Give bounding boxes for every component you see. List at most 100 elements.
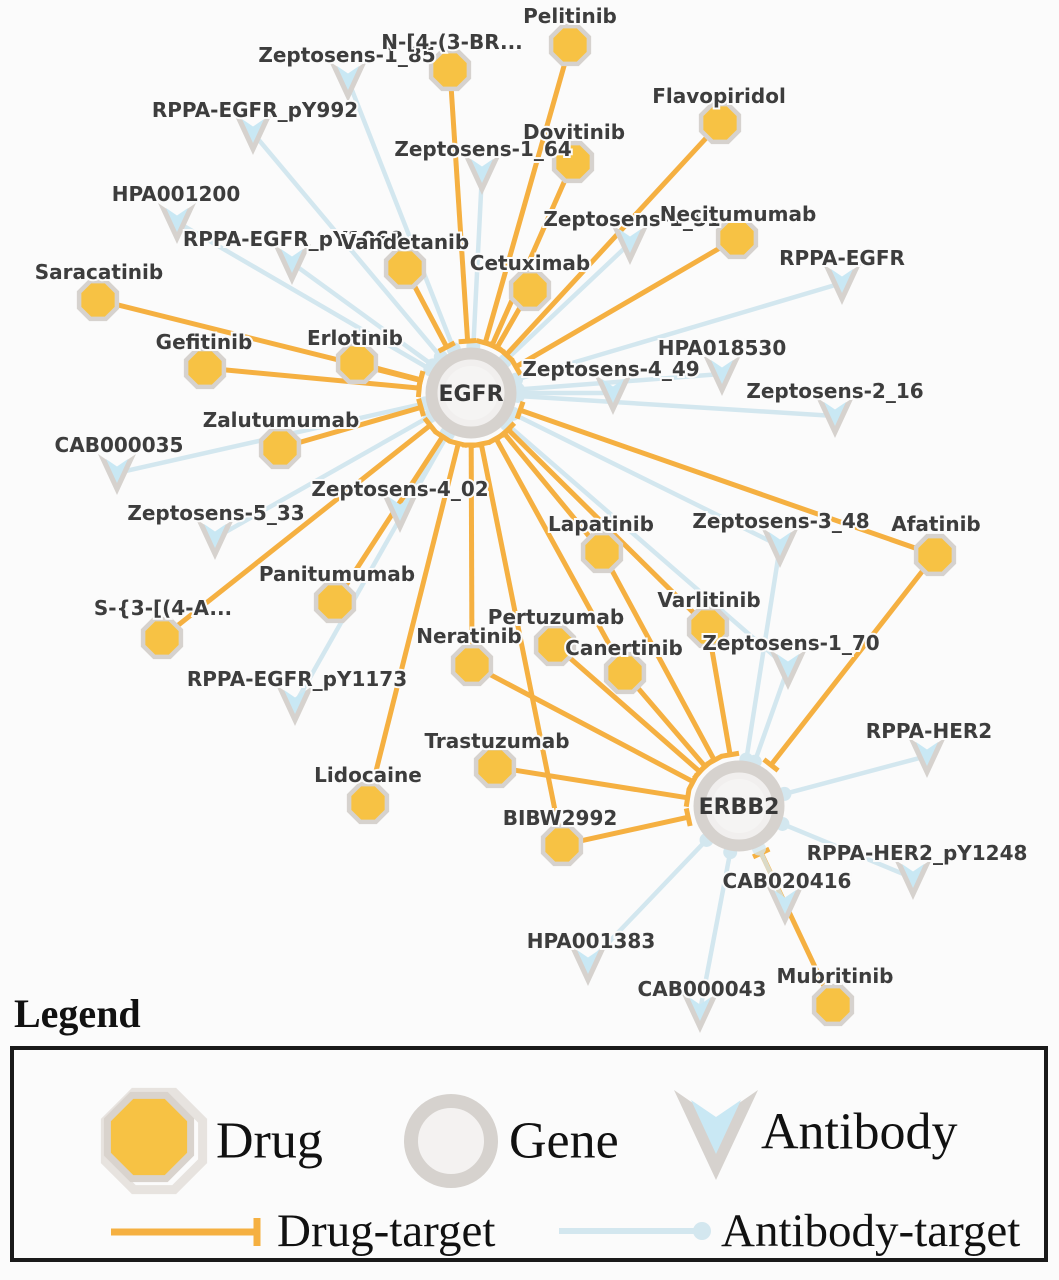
edge-trastuzumab-erbb2 bbox=[514, 767, 692, 808]
node-label-zalutumumab: Zalutumumab bbox=[203, 408, 360, 432]
drug-node-saracatinib bbox=[76, 278, 120, 322]
edge-varlitinib-egfr bbox=[499, 421, 696, 615]
node-label-flavopiridol: Flavopiridol bbox=[652, 84, 786, 108]
legend-gene-label: Gene bbox=[509, 1112, 619, 1170]
node-label-n-4-3-br: N-[4-(3-BR... bbox=[381, 30, 523, 54]
node-label-dovitinib: Dovitinib bbox=[523, 120, 625, 144]
drug-node-neratinib bbox=[450, 643, 494, 687]
layer-nodes bbox=[76, 23, 957, 1033]
node-label-lidocaine: Lidocaine bbox=[314, 763, 422, 787]
antibody-node-rppa-egfr-py1173 bbox=[276, 685, 314, 726]
edge-cetuximab-egfr bbox=[487, 306, 523, 355]
edge-bibw2992-egfr bbox=[471, 439, 561, 826]
edge-afatinib-egfr bbox=[514, 400, 917, 551]
drug-node-afatinib bbox=[913, 533, 957, 577]
drug-node-gefitinib bbox=[183, 346, 227, 390]
node-label-zeptosens-1-51: Zeptosens-1_51 bbox=[543, 207, 720, 231]
edge-s-3-4-a-egfr bbox=[176, 416, 438, 628]
edge-flavopiridol-egfr bbox=[497, 136, 709, 363]
gene-node-erbb2 bbox=[693, 760, 785, 852]
antibody-node-hpa001200 bbox=[158, 203, 196, 244]
node-label-hpa018530: HPA018530 bbox=[658, 336, 787, 360]
node-label-s-3-4-a: S-{3-[(4-A... bbox=[94, 596, 232, 620]
node-label-cetuximab: Cetuximab bbox=[470, 251, 590, 275]
legend-box: Drug Gene Antibody Drug-target Antibody-… bbox=[10, 1046, 1048, 1262]
drug-node-zalutumumab bbox=[258, 426, 302, 470]
node-label-zeptosens-4-49: Zeptosens-4_49 bbox=[522, 357, 699, 381]
node-label-gefitinib: Gefitinib bbox=[156, 330, 253, 354]
node-label-cab000035: CAB000035 bbox=[55, 433, 184, 457]
edge-erlotinib-egfr bbox=[375, 365, 426, 390]
node-label-necitumumab: Necitumumab bbox=[660, 202, 817, 226]
node-label-canertinib: Canertinib bbox=[565, 636, 683, 660]
antibody-node-cab000035 bbox=[98, 454, 136, 495]
drug-node-flavopiridol bbox=[698, 101, 742, 145]
drug-node-necitumumab bbox=[715, 216, 759, 260]
legend-title: Legend bbox=[14, 991, 141, 1036]
node-label-lapatinib: Lapatinib bbox=[548, 512, 654, 536]
legend-drug-target-label: Drug-target bbox=[277, 1205, 496, 1257]
gene-label-erbb2: ERBB2 bbox=[699, 795, 780, 820]
drug-node-bibw2992 bbox=[540, 823, 584, 867]
antibody-node-cab020416 bbox=[766, 885, 804, 926]
antibody-node-zeptosens-4-49 bbox=[594, 374, 632, 415]
node-label-vandetanib: Vandetanib bbox=[341, 230, 469, 254]
node-label-pelitinib: Pelitinib bbox=[523, 4, 617, 28]
antibody-target-edge-icon bbox=[559, 1222, 711, 1240]
node-label-zeptosens-2-16: Zeptosens-2_16 bbox=[746, 379, 923, 403]
antibody-node-zeptosens-1-85 bbox=[329, 61, 367, 102]
node-label-panitumumab: Panitumumab bbox=[259, 562, 415, 586]
edge-n-4-3-br-egfr bbox=[448, 89, 477, 345]
edge-afatinib-erbb2 bbox=[762, 569, 925, 773]
drug-node-erlotinib bbox=[335, 341, 379, 385]
node-label-bibw2992: BIBW2992 bbox=[503, 806, 618, 830]
node-label-rppa-her2: RPPA-HER2 bbox=[866, 719, 992, 743]
drug-node-canertinib bbox=[603, 651, 647, 695]
node-label-saracatinib: Saracatinib bbox=[35, 260, 163, 284]
drug-node-icon bbox=[100, 1087, 208, 1195]
drug-node-varlitinib bbox=[686, 605, 730, 649]
node-label-cab000043: CAB000043 bbox=[638, 977, 767, 1001]
layer-labels: Zeptosens-1_85 RPPA-EGFR_pY992 HPA001200 RP… bbox=[33, 2, 1030, 1003]
node-label-rppa-egfr-py992: RPPA-EGFR_pY992 bbox=[152, 98, 358, 122]
drug-node-n-4-3-br bbox=[428, 48, 472, 92]
antibody-node-zeptosens-3-48 bbox=[761, 527, 799, 568]
node-label-trastuzumab: Trastuzumab bbox=[424, 729, 569, 753]
node-label-zeptosens-5-33: Zeptosens-5_33 bbox=[127, 501, 304, 525]
gene-node-egfr bbox=[425, 347, 517, 439]
edge-varlitinib-erbb2 bbox=[708, 646, 740, 759]
drug-node-vandetanib bbox=[383, 246, 427, 290]
node-label-afatinib: Afatinib bbox=[891, 512, 981, 536]
antibody-node-hpa018530 bbox=[703, 355, 741, 396]
drug-node-dovitinib bbox=[551, 140, 595, 184]
drug-node-lidocaine bbox=[346, 781, 390, 825]
node-label-hpa001383: HPA001383 bbox=[527, 929, 656, 953]
antibody-node-cab000043 bbox=[681, 992, 719, 1033]
node-label-rppa-egfr-py1068: RPPA-EGFR_pY1068 bbox=[183, 227, 403, 251]
drug-node-s-3-4-a bbox=[140, 616, 184, 660]
antibody-node-icon bbox=[674, 1090, 758, 1180]
antibody-node-rppa-her2-py1248 bbox=[894, 859, 932, 900]
node-label-zeptosens-1-64: Zeptosens-1_64 bbox=[394, 137, 571, 161]
legend-antibody-label: Antibody bbox=[761, 1103, 958, 1161]
node-label-zeptosens-3-48: Zeptosens-3_48 bbox=[692, 509, 869, 533]
antibody-node-zeptosens-2-16 bbox=[816, 397, 854, 438]
node-label-cab020416: CAB020416 bbox=[723, 869, 852, 893]
edge-necitumumab-egfr bbox=[509, 245, 721, 376]
drug-node-trastuzumab bbox=[473, 745, 517, 789]
drug-node-pertuzumab bbox=[533, 623, 577, 667]
node-label-rppa-her2-py1248: RPPA-HER2_pY1248 bbox=[807, 841, 1028, 865]
gene-label-egfr: EGFR bbox=[438, 382, 503, 407]
node-label-erlotinib: Erlotinib bbox=[307, 326, 403, 350]
antibody-node-rppa-egfr-py1068 bbox=[273, 244, 311, 285]
antibody-node-zeptosens-5-33 bbox=[196, 519, 234, 560]
edge-zalutumumab-egfr bbox=[298, 398, 426, 445]
node-label-mubritinib: Mubritinib bbox=[776, 964, 893, 988]
drug-node-panitumumab bbox=[313, 580, 357, 624]
node-label-neratinib: Neratinib bbox=[416, 624, 522, 648]
node-label-zeptosens-4-02: Zeptosens-4_02 bbox=[311, 477, 488, 501]
drug-node-lapatinib bbox=[580, 530, 624, 574]
edge-canertinib-egfr bbox=[486, 432, 618, 657]
